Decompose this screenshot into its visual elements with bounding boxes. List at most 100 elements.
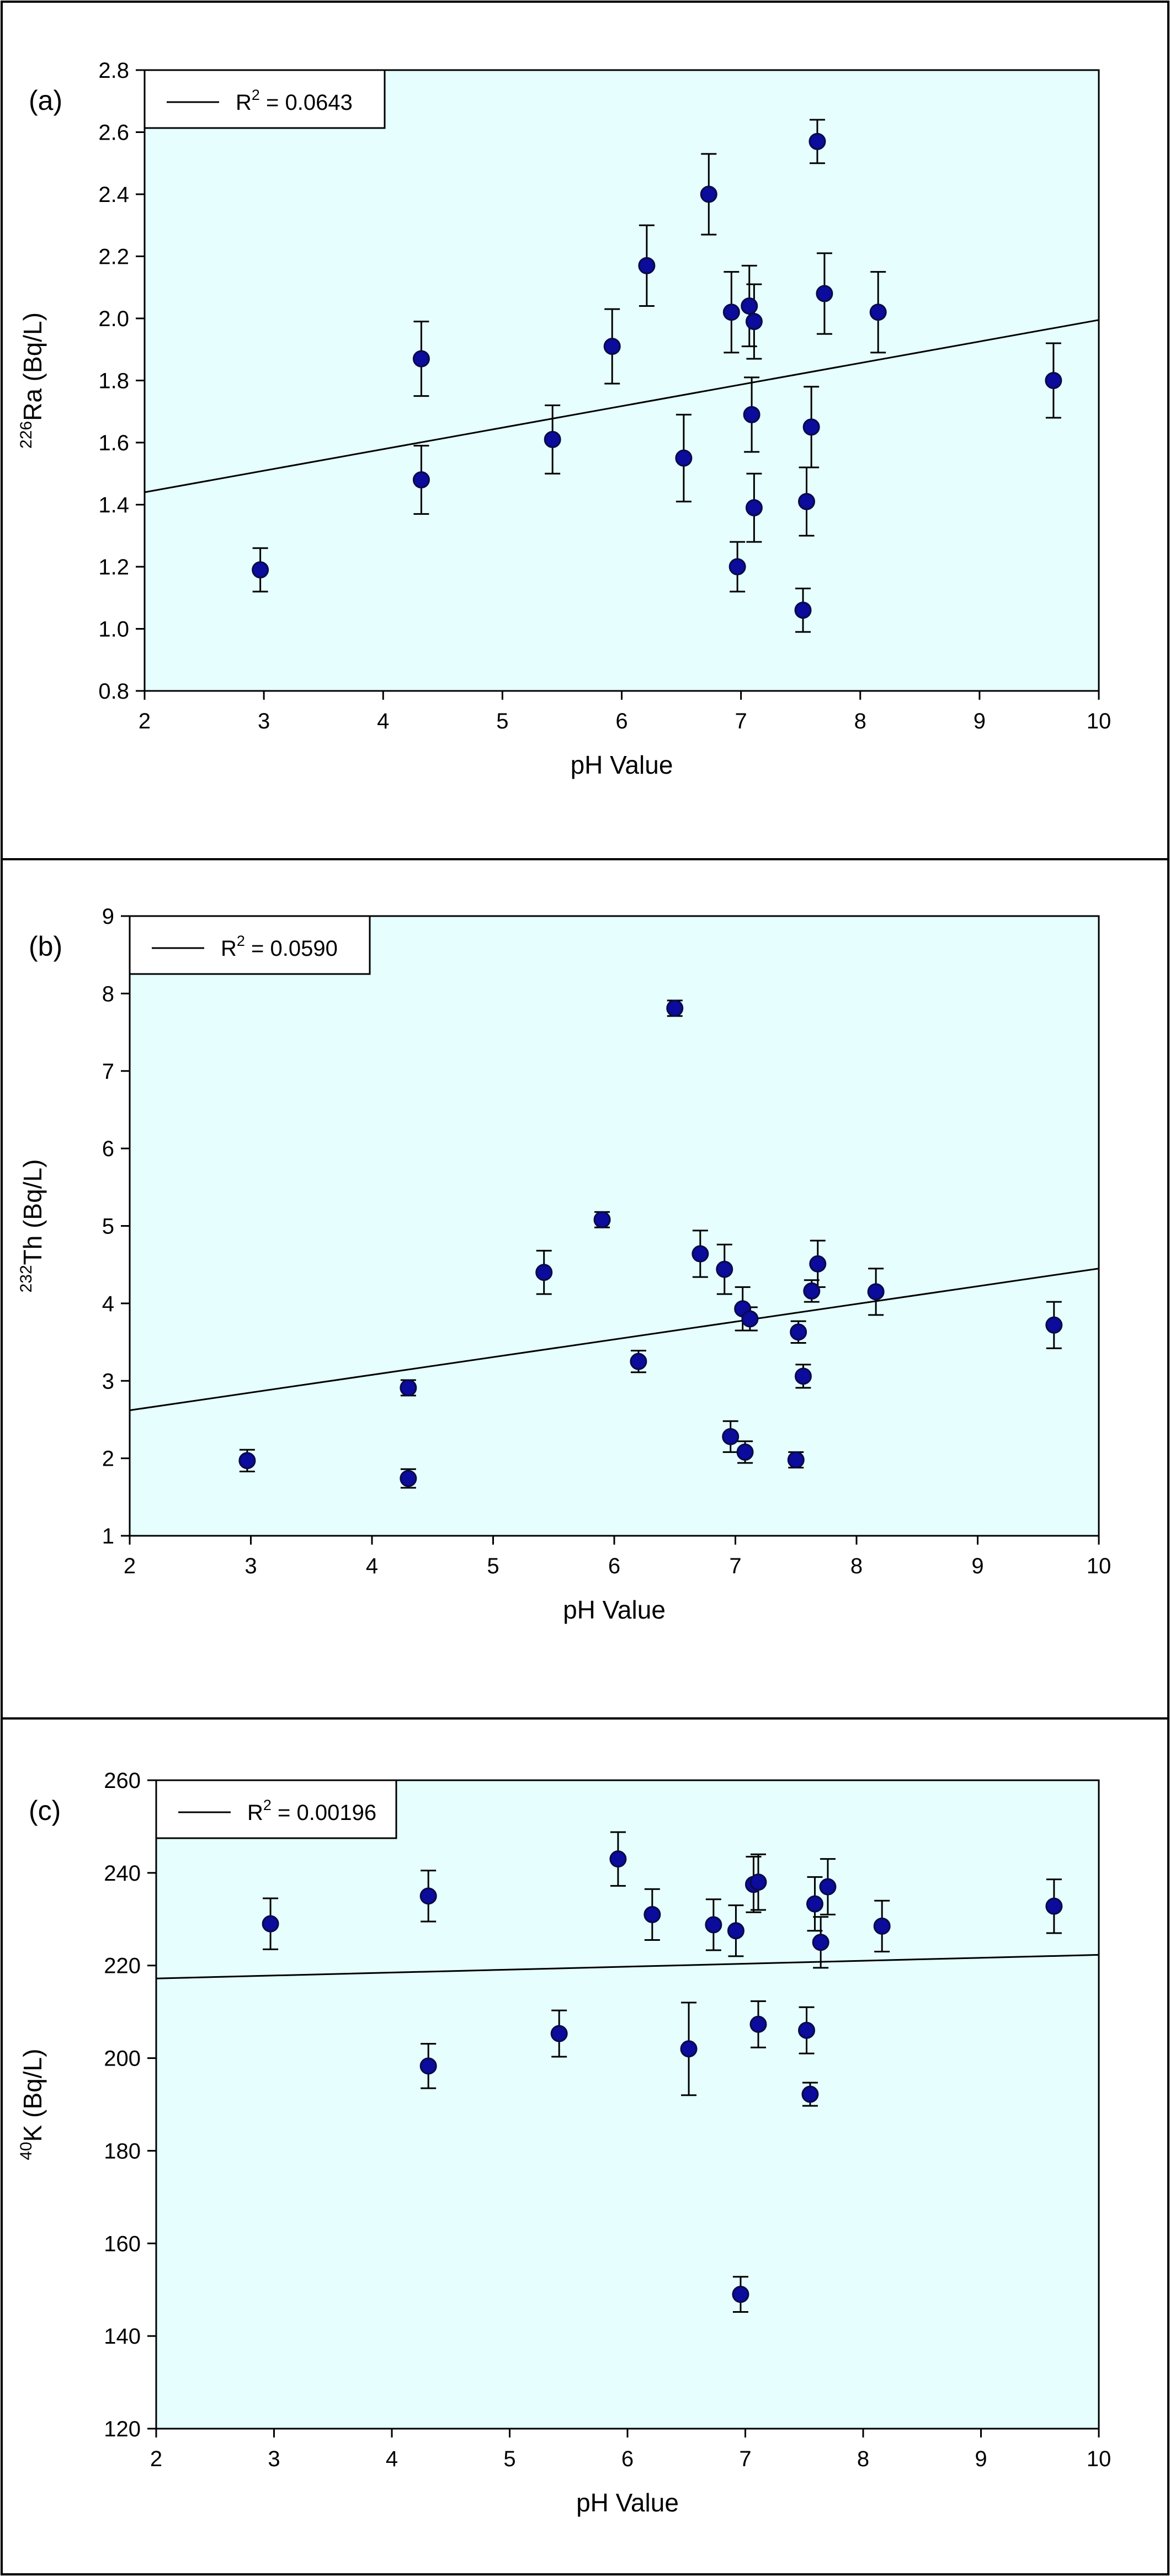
data-point: [809, 1255, 827, 1273]
data-point: [794, 1367, 812, 1385]
y-tick-label: 2.6: [98, 121, 129, 145]
y-axis-title-main: Th (Bq/L): [18, 1159, 47, 1265]
y-axis-title: 40K (Bq/L): [17, 2048, 47, 2160]
y-tick-label: 1.8: [98, 369, 129, 393]
data-point: [1045, 1897, 1063, 1915]
data-point: [741, 1310, 759, 1328]
y-tick-label: 200: [104, 2047, 141, 2071]
data-point: [798, 2021, 816, 2039]
legend-box: [155, 1779, 397, 1839]
y-tick-label: 240: [104, 1861, 141, 1886]
legend-label-r: R: [247, 1801, 263, 1825]
y-axis-title: 226Ra (Bq/L): [17, 312, 47, 449]
data-point: [722, 304, 740, 321]
data-point: [873, 1917, 891, 1935]
data-point: [819, 1878, 837, 1896]
data-point: [745, 313, 763, 331]
data-point: [749, 2015, 767, 2033]
legend-box: [143, 69, 386, 129]
plot-area: [145, 70, 1099, 691]
data-point: [262, 1915, 279, 1933]
data-point: [400, 1470, 417, 1487]
y-tick-label: 2.4: [98, 183, 129, 207]
data-point: [603, 338, 621, 355]
data-point: [535, 1264, 553, 1281]
x-axis-title: pH Value: [576, 2488, 679, 2517]
x-tick-label: 5: [503, 2447, 515, 2471]
legend-label-sup: 2: [263, 1797, 272, 1813]
legend-label: R2 = 0.0643: [236, 87, 353, 115]
data-point: [419, 1887, 437, 1905]
data-point: [705, 1916, 722, 1934]
data-point: [1045, 372, 1062, 389]
data-point: [716, 1260, 733, 1278]
y-tick-label: 4: [102, 1292, 114, 1316]
data-point: [412, 350, 430, 368]
data-point: [806, 1895, 823, 1913]
data-point: [609, 1850, 627, 1868]
legend: R2 = 0.0590: [129, 915, 371, 975]
data-point: [666, 999, 684, 1017]
panel-label: (a): [29, 85, 62, 116]
plot-frame: [155, 1779, 1100, 2430]
x-tick-label: 2: [139, 709, 151, 733]
y-axis-title-main: K (Bq/L): [18, 2048, 47, 2142]
x-tick-label: 6: [621, 2447, 634, 2471]
x-tick-label: 5: [496, 709, 508, 733]
y-tick-label: 0.8: [98, 679, 129, 704]
y-tick-label: 5: [102, 1215, 114, 1239]
data-point: [644, 1906, 661, 1923]
y-tick-label: 1.0: [98, 618, 129, 642]
data-point: [238, 1452, 256, 1470]
y-axis-title: 232Th (Bq/L): [17, 1159, 47, 1293]
legend-label-value: = 0.00196: [272, 1801, 376, 1825]
data-point: [745, 499, 763, 517]
data-point: [728, 558, 746, 576]
data-point: [593, 1211, 611, 1228]
data-point: [809, 132, 826, 150]
legend-label-r: R: [221, 936, 237, 961]
data-point: [736, 1443, 754, 1461]
plot-frame: [129, 915, 1100, 1537]
data-point: [400, 1379, 417, 1397]
x-axis-title: pH Value: [563, 1595, 666, 1624]
data-point: [787, 1451, 805, 1468]
x-tick-label: 10: [1087, 709, 1112, 733]
y-tick-label: 120: [104, 2417, 141, 2441]
chart-panel-1: 2 3 4 5 6 7 8 9 10 0.8 1.0 1.2 1.4 1.6 1.8 2.0 2.2 2.4 2.6…: [17, 58, 1111, 779]
x-tick-label: 9: [974, 709, 986, 733]
x-tick-label: 5: [487, 1554, 499, 1578]
x-tick-label: 8: [857, 2447, 869, 2471]
data-point: [801, 2085, 819, 2103]
data-point: [741, 297, 758, 315]
data-point: [749, 1874, 767, 1891]
x-tick-label: 7: [729, 1554, 741, 1578]
y-tick-label: 2.8: [98, 58, 129, 83]
x-tick-label: 2: [150, 2447, 162, 2471]
x-tick-label: 3: [268, 2447, 280, 2471]
y-tick-label: 3: [102, 1369, 114, 1393]
data-point: [816, 285, 833, 302]
legend: R2 = 0.00196: [155, 1779, 397, 1839]
data-point: [732, 2286, 749, 2303]
data-point: [743, 406, 761, 423]
y-tick-label: 2.0: [98, 307, 129, 331]
y-tick-label: 8: [102, 982, 114, 1006]
y-tick-label: 9: [102, 904, 114, 929]
trend-line: [144, 319, 1099, 493]
y-tick-label: 2.2: [98, 245, 129, 269]
legend-label-value: = 0.0590: [245, 936, 338, 961]
data-point: [794, 602, 812, 619]
x-tick-label: 10: [1087, 2447, 1112, 2471]
data-point: [544, 430, 561, 448]
trend-line: [129, 1268, 1099, 1412]
data-point: [550, 2025, 568, 2042]
x-tick-label: 4: [366, 1554, 378, 1578]
x-tick-label: 7: [739, 2447, 751, 2471]
plot-area: [130, 916, 1099, 1536]
y-tick-label: 220: [104, 1954, 141, 1978]
x-tick-label: 6: [615, 709, 627, 733]
